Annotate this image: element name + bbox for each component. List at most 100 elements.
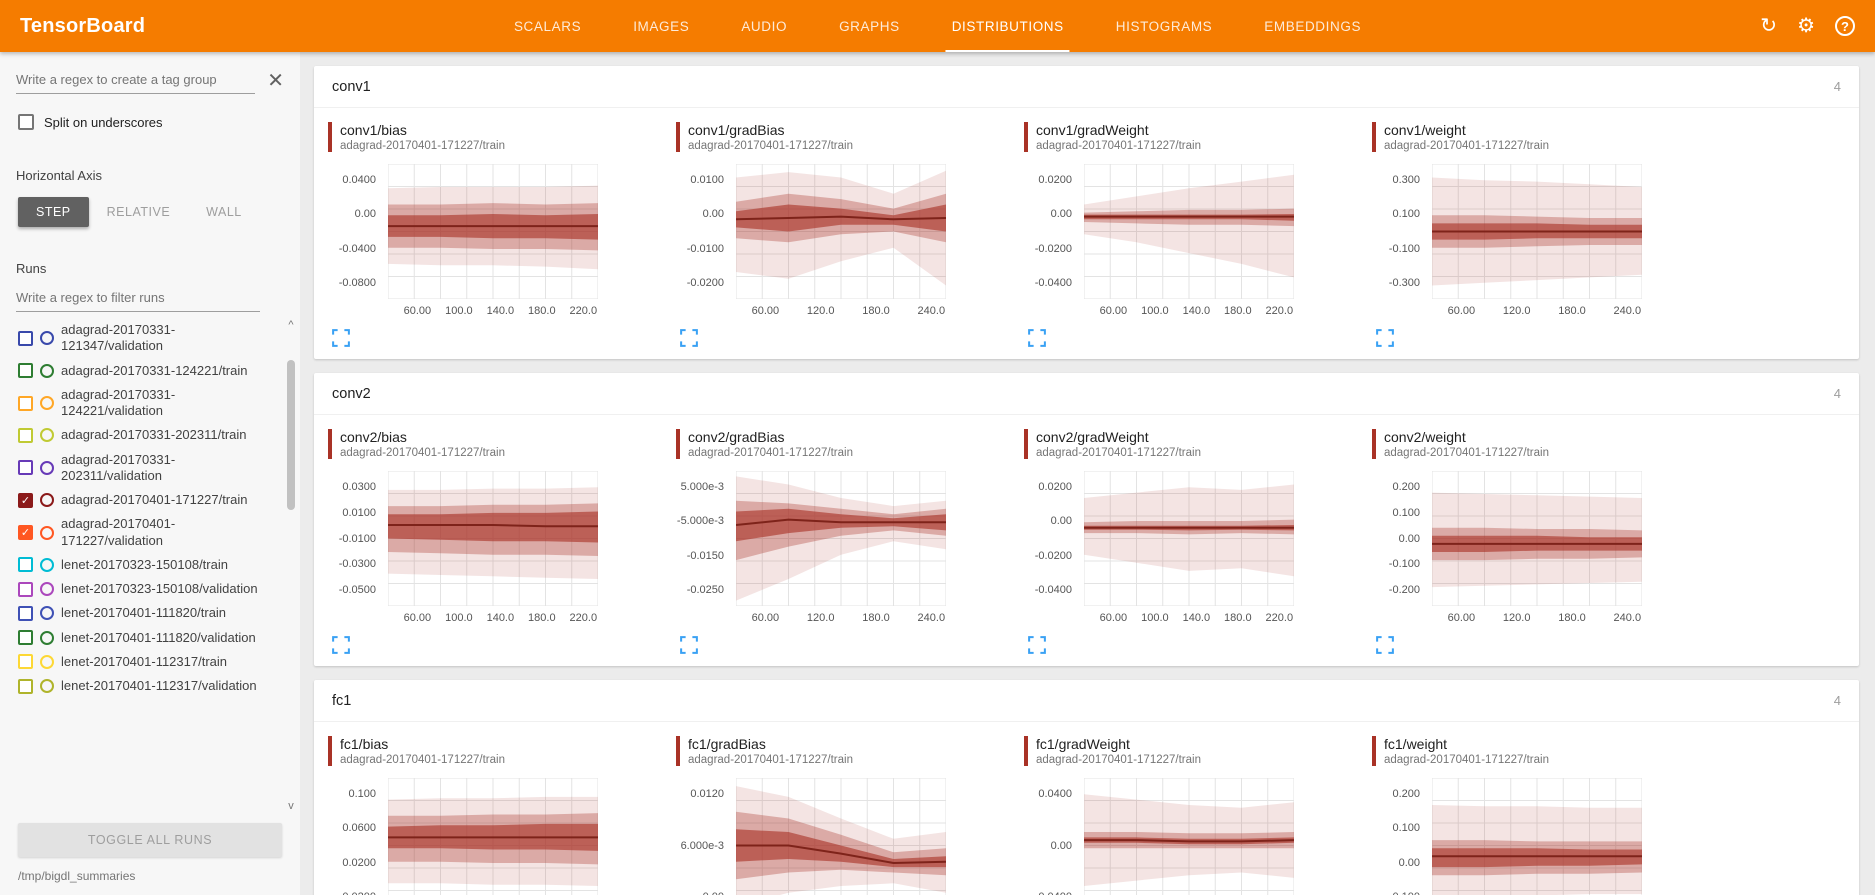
scroll-down-arrow[interactable]: v [288, 800, 294, 812]
run-radio[interactable] [40, 630, 54, 645]
y-tick-label: -0.0800 [338, 276, 376, 289]
run-radio[interactable] [40, 493, 54, 508]
section-header[interactable]: conv1 4 [314, 66, 1859, 108]
run-item[interactable]: adagrad-20170331-124221/train [16, 359, 278, 383]
y-tick-label: 0.100 [1392, 208, 1420, 221]
run-radio[interactable] [40, 363, 54, 378]
distribution-plot[interactable] [388, 471, 598, 606]
run-checkbox[interactable] [18, 363, 33, 379]
run-checkbox[interactable] [18, 678, 33, 694]
run-checkbox[interactable] [18, 557, 33, 573]
run-checkbox[interactable] [18, 630, 33, 646]
y-tick-label: 0.0400 [1038, 788, 1072, 801]
distribution-plot[interactable] [388, 778, 598, 895]
tab-distributions[interactable]: DISTRIBUTIONS [926, 0, 1090, 52]
run-radio[interactable] [40, 679, 54, 694]
help-icon[interactable]: ? [1835, 16, 1855, 36]
run-item[interactable]: ✓ adagrad-20170401-171227/train [16, 488, 278, 512]
split-on-underscores-row[interactable]: Split on underscores [18, 114, 300, 130]
run-item[interactable]: adagrad-20170331-124221/validation [16, 383, 278, 424]
expand-icon[interactable] [332, 636, 350, 654]
section-header[interactable]: fc1 4 [314, 680, 1859, 722]
run-item[interactable]: lenet-20170323-150108/train [16, 553, 278, 577]
distribution-band [736, 786, 946, 895]
tab-audio[interactable]: AUDIO [741, 18, 788, 34]
run-checkbox[interactable] [18, 427, 33, 443]
scrollbar-thumb[interactable] [287, 360, 295, 510]
run-checkbox[interactable] [18, 395, 33, 411]
run-item[interactable]: adagrad-20170331-202311/train [16, 423, 278, 447]
runs-filter-input[interactable] [16, 284, 260, 312]
axis-button-relative[interactable]: RELATIVE [106, 205, 171, 219]
refresh-icon[interactable]: ↻ [1760, 15, 1778, 37]
run-item[interactable]: lenet-20170401-111820/train [16, 601, 278, 625]
expand-icon[interactable] [332, 329, 350, 347]
distribution-plot[interactable] [1432, 778, 1642, 895]
toggle-all-runs-button[interactable]: TOGGLE ALL RUNS [18, 823, 282, 857]
topbar: TensorBoard SCALARS IMAGES AUDIO GRAPHS DIST… [0, 0, 1875, 52]
axis-button-step[interactable]: STEP [18, 197, 89, 227]
run-checkbox[interactable]: ✓ [18, 525, 33, 540]
y-tick-label: 0.0200 [1038, 174, 1072, 187]
run-radio[interactable] [40, 654, 54, 669]
run-radio[interactable] [40, 557, 54, 572]
distribution-plot[interactable] [388, 164, 598, 299]
distribution-plot[interactable] [1432, 471, 1642, 606]
run-item[interactable]: lenet-20170401-112317/train [16, 650, 278, 674]
tab-embeddings[interactable]: EMBEDDINGS [1264, 18, 1362, 34]
run-radio[interactable] [40, 525, 54, 540]
run-checkbox[interactable] [18, 654, 33, 670]
distribution-plot[interactable] [1432, 164, 1642, 299]
expand-icon[interactable] [680, 636, 698, 654]
axis-button-wall[interactable]: WALL [206, 205, 242, 219]
y-axis-labels: 0.0400 0.00 -0.0400 -0.0800 [328, 164, 384, 299]
distribution-plot[interactable] [736, 471, 946, 606]
run-item[interactable]: adagrad-20170331-121347/validation [16, 318, 278, 359]
expand-icon[interactable] [680, 329, 698, 347]
run-item[interactable]: adagrad-20170331-202311/validation [16, 448, 278, 489]
run-item[interactable]: lenet-20170401-111820/validation [16, 626, 278, 650]
run-item[interactable]: lenet-20170323-150108/validation [16, 577, 278, 601]
chart-title-block: conv2/bias adagrad-20170401-171227/train [328, 429, 666, 459]
run-checkbox[interactable]: ✓ [18, 492, 33, 508]
y-tick-label: -0.0300 [338, 558, 376, 571]
run-radio[interactable] [40, 606, 54, 621]
tab-graphs[interactable]: GRAPHS [839, 18, 900, 34]
run-radio[interactable] [40, 582, 54, 597]
tab-histograms[interactable]: HISTOGRAMS [1115, 18, 1213, 34]
scroll-up-arrow[interactable]: ^ [288, 319, 294, 331]
run-checkbox[interactable] [18, 460, 33, 476]
chart-area: 0.200 0.100 0.00 -0.100 -0.200 [1372, 471, 1710, 606]
run-radio[interactable] [40, 396, 54, 410]
expand-icon[interactable] [1376, 636, 1394, 654]
distribution-plot[interactable] [1084, 471, 1294, 606]
run-radio[interactable] [40, 331, 54, 346]
settings-icon[interactable]: ⚙ [1797, 15, 1815, 37]
tag-regex-input[interactable] [16, 66, 256, 94]
expand-icon[interactable] [1028, 329, 1046, 347]
tag-regex-row: ✕ [16, 66, 300, 94]
run-radio[interactable] [40, 428, 54, 443]
runs-scrollbar[interactable]: ^ v [284, 318, 298, 813]
distribution-plot[interactable] [1084, 164, 1294, 299]
run-checkbox[interactable] [18, 581, 33, 597]
distribution-plot[interactable] [736, 778, 946, 895]
run-item[interactable]: lenet-20170401-112317/validation [16, 674, 278, 698]
run-checkbox[interactable] [18, 330, 33, 346]
runs-filter-row [16, 284, 300, 312]
run-radio[interactable] [40, 460, 54, 475]
expand-icon[interactable] [1376, 329, 1394, 347]
distribution-plot[interactable] [1084, 778, 1294, 895]
y-tick-label: 0.0300 [342, 481, 376, 494]
run-checkbox[interactable] [18, 605, 33, 621]
close-icon[interactable]: ✕ [267, 69, 284, 92]
split-checkbox[interactable] [18, 114, 34, 130]
scrollbar-track[interactable] [286, 332, 296, 799]
section-header[interactable]: conv2 4 [314, 373, 1859, 415]
tab-images[interactable]: IMAGES [633, 18, 690, 34]
distribution-band [1432, 848, 1642, 868]
expand-icon[interactable] [1028, 636, 1046, 654]
tab-scalars[interactable]: SCALARS [513, 18, 582, 34]
run-item[interactable]: ✓ adagrad-20170401-171227/validation [16, 512, 278, 553]
distribution-plot[interactable] [736, 164, 946, 299]
